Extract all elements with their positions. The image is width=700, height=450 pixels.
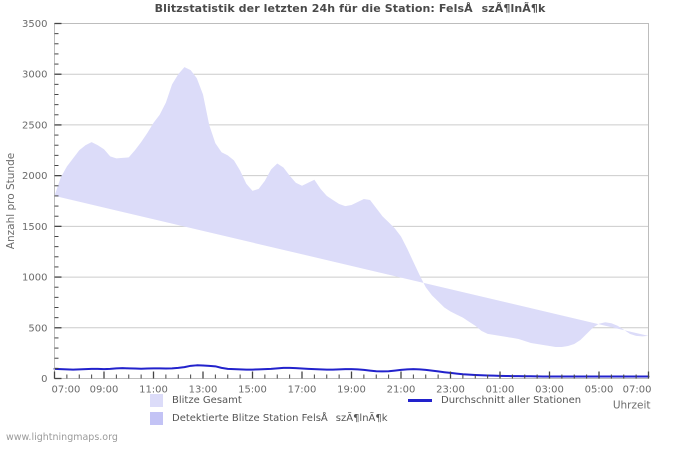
y-tick-label: 2500 [22,120,47,131]
x-tick-label: 23:00 [436,385,465,396]
y-tick-label: 3500 [22,19,47,30]
legend-swatch-detektierte-blitze [150,411,163,425]
x-tick-label: 01:00 [486,385,515,396]
x-tick-label: 07:00 [623,385,652,396]
y-axis-title-text: Anzahl pro Stunde [5,153,17,249]
y-axis-title: Anzahl pro Stunde [5,153,17,249]
legend-label-blitze-gesamt: Blitze Gesamt [172,394,242,406]
x-tick-label: 19:00 [337,385,366,396]
chart-title: Blitzstatistik der letzten 24h für die S… [154,2,546,15]
area-series-total [54,67,649,348]
y-tick-label: 1500 [22,222,47,233]
y-axis-tick-labels: 0 500 1000 1500 2000 2500 3000 3500 [22,19,47,385]
legend-item-blitze-gesamt: Blitze Gesamt [150,392,242,408]
y-tick-label: 1000 [22,273,47,284]
x-tick-label: 21:00 [387,385,416,396]
y-tick-label: 3000 [22,70,47,81]
x-axis-ticks [53,371,650,379]
x-tick-label: 11:00 [139,385,168,396]
x-tick-label: 09:00 [90,385,119,396]
y-tick-label: 0 [41,374,47,385]
x-axis-title-text: Uhrzeit [613,400,651,412]
x-tick-label: 13:00 [189,385,218,396]
legend-line-durchschnitt [408,398,432,402]
legend-label-durchschnitt: Durchschnitt aller Stationen [441,394,582,406]
y-axis-ticks [54,22,62,380]
footer-url: www.lightningmaps.org [6,432,118,443]
x-tick-label: 15:00 [238,385,267,396]
legend-item-durchschnitt: Durchschnitt aller Stationen [408,392,581,408]
x-tick-label: 07:00 [52,385,81,396]
x-axis-title: Uhrzeit [613,400,651,412]
chart-legend: Blitze Gesamt Durchschnitt aller Station… [0,392,700,428]
x-tick-label: 17:00 [288,385,317,396]
y-tick-label: 2000 [22,171,47,182]
legend-label-detektierte-blitze: Detektierte Blitze Station FelsÅszÃ¶lnÃ… [172,412,388,424]
area-path-blitze-gesamt [54,67,649,348]
x-tick-label: 03:00 [535,385,564,396]
legend-item-detektierte-blitze: Detektierte Blitze Station FelsÅszÃ¶lnÃ… [150,410,388,426]
x-tick-label: 05:00 [585,385,614,396]
legend-swatch-blitze-gesamt [150,393,163,407]
x-axis-tick-labels: 07:00 09:00 11:00 13:00 15:00 17:00 19:00 21:00… [52,385,652,396]
y-tick-label: 500 [28,323,47,334]
